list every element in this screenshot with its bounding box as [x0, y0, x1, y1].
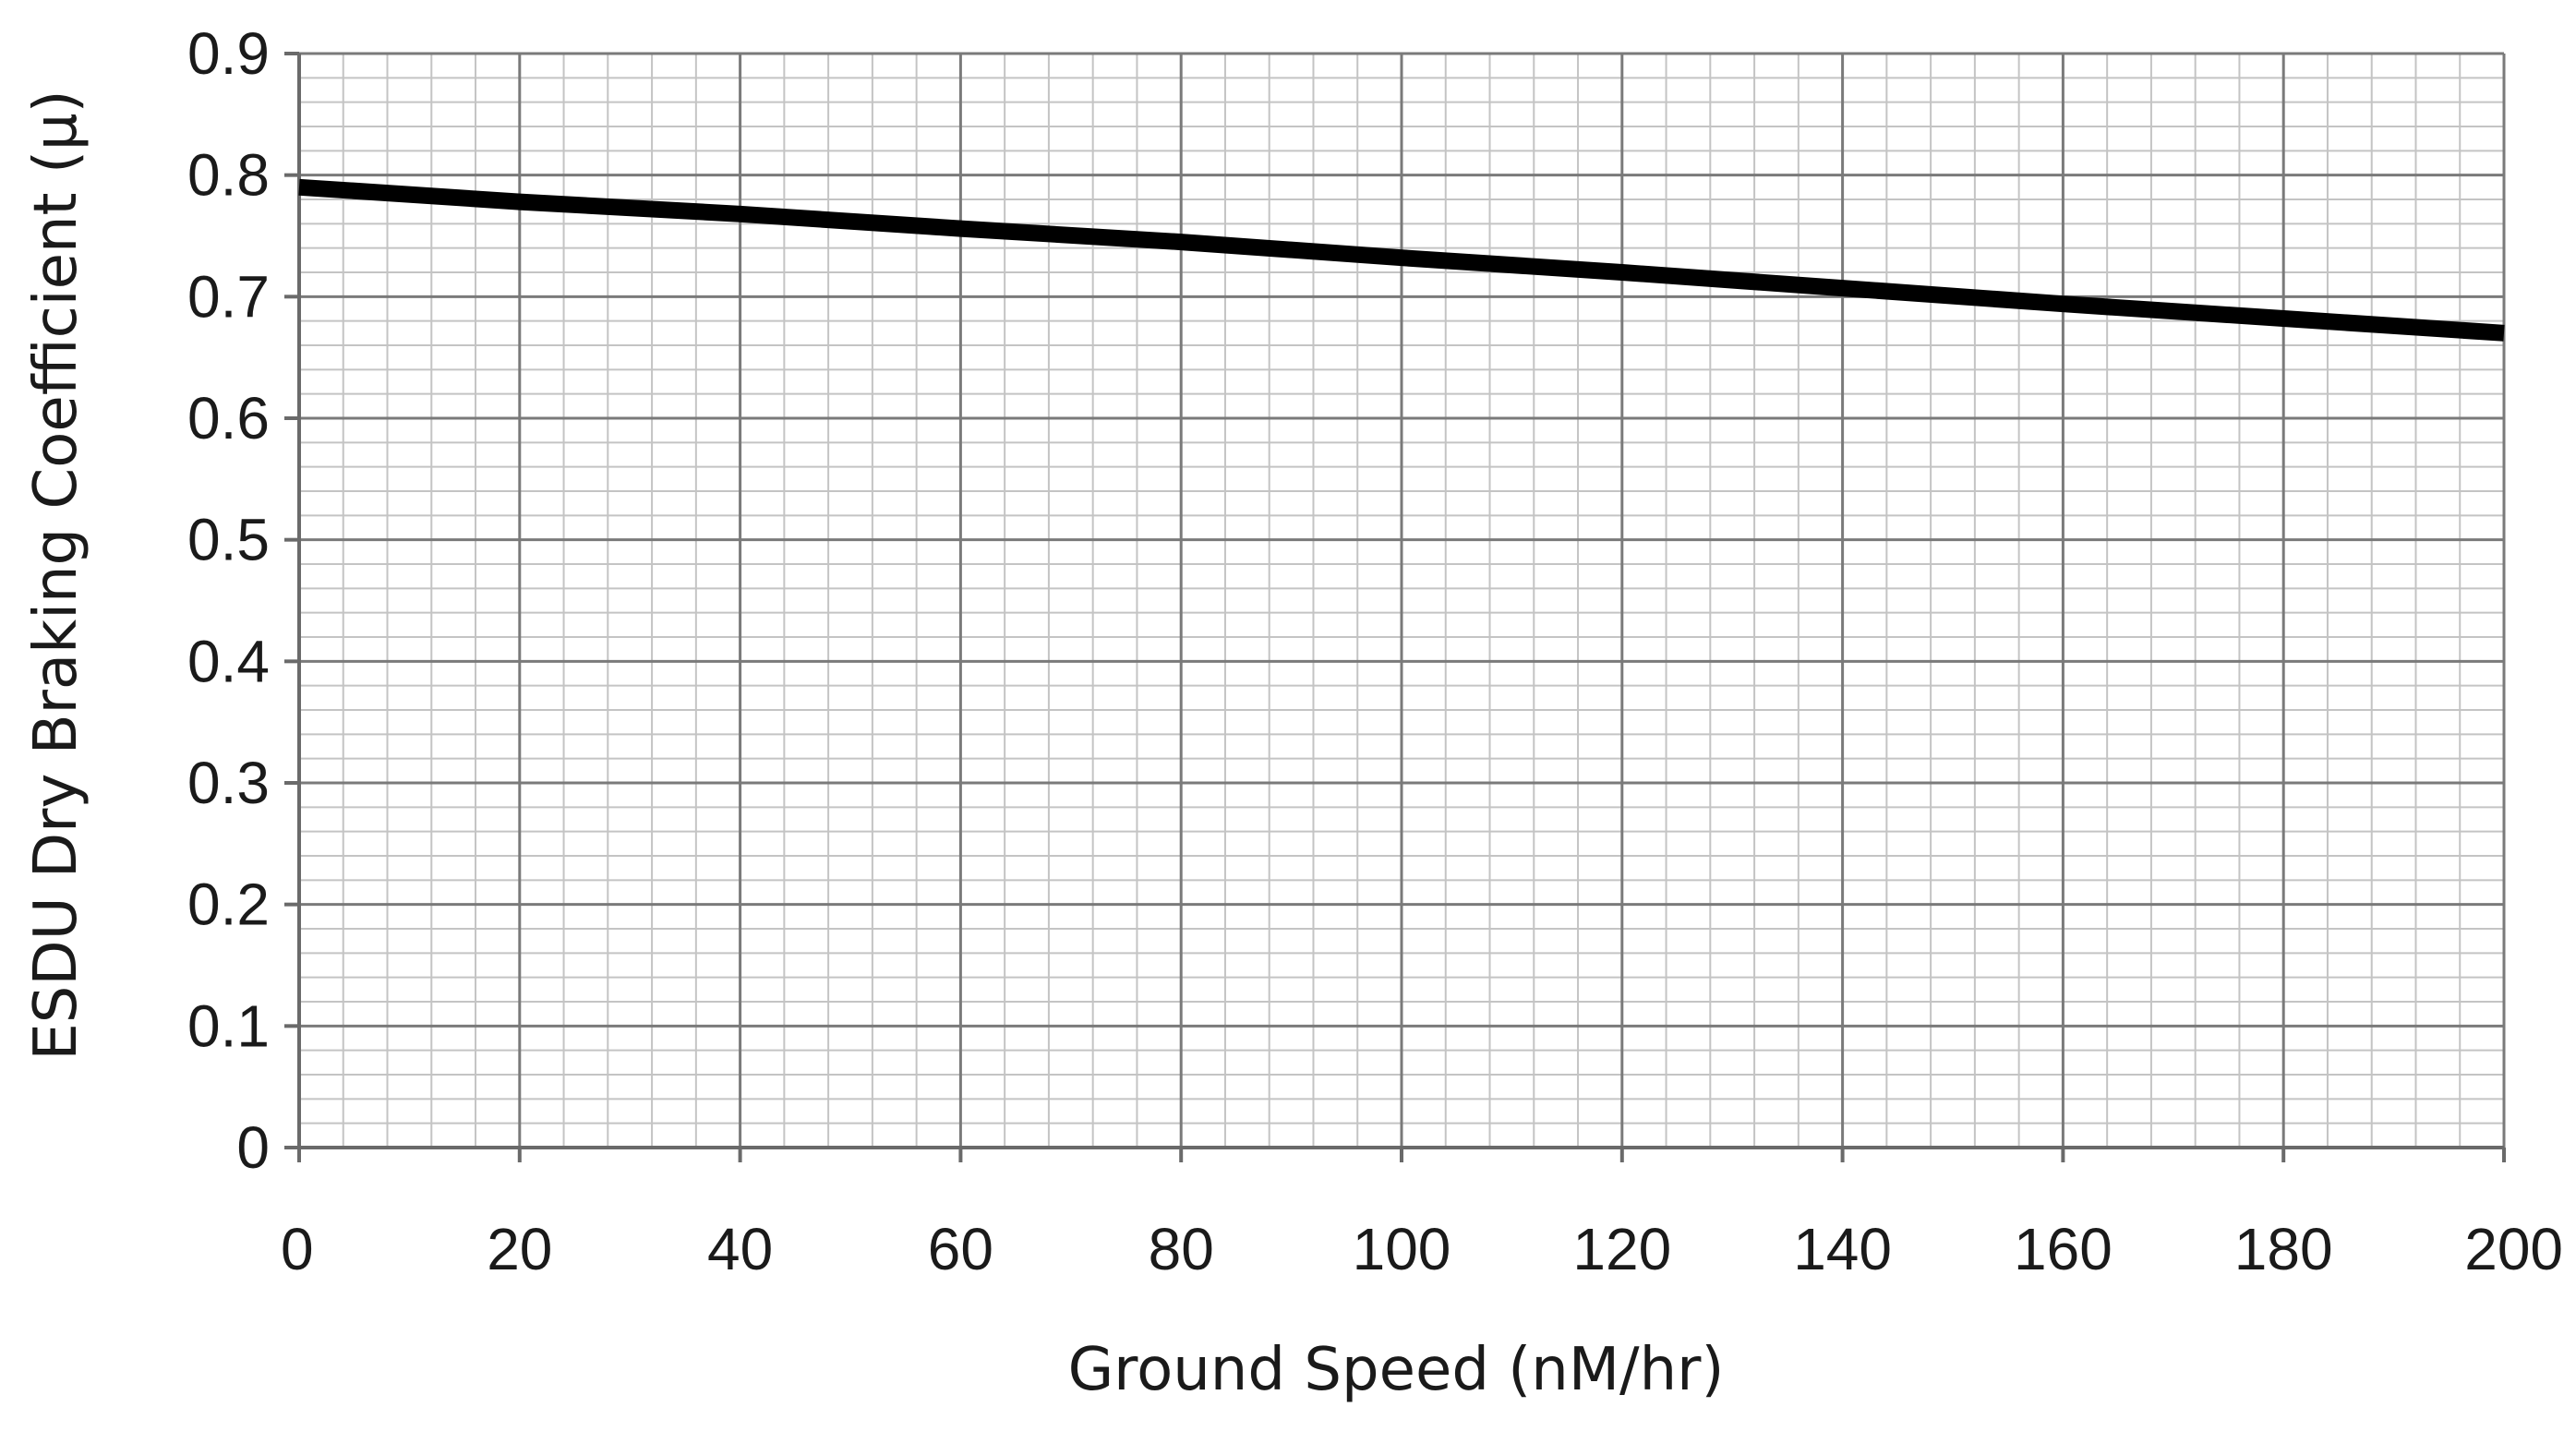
series-line — [298, 178, 2505, 342]
x-axis-title: Ground Speed (nM/hr) — [1068, 1336, 1725, 1404]
x-tick-label: 200 — [2464, 1216, 2563, 1282]
y-tick-labels: 0 0.1 0.2 0.3 0.4 0.5 0.6 0.7 0.8 0.9 — [187, 20, 270, 1181]
x-tick-label: 20 — [487, 1216, 552, 1282]
x-tick-labels: 0 20 40 60 80 100 120 140 160 180 200 — [281, 1216, 2563, 1282]
x-tick-label: 40 — [707, 1216, 773, 1282]
x-tick-label: 80 — [1149, 1216, 1214, 1282]
y-tick-label: 0.5 — [187, 507, 270, 573]
x-tick-label: 0 — [281, 1216, 314, 1282]
y-tick-label: 0.1 — [187, 992, 270, 1059]
y-tick-label: 0.6 — [187, 385, 270, 451]
x-tick-label: 160 — [2014, 1216, 2113, 1282]
x-tick-label: 100 — [1353, 1216, 1451, 1282]
y-tick-label: 0.9 — [187, 20, 270, 87]
y-tick-label: 0.3 — [187, 750, 270, 816]
y-tick-label: 0.2 — [187, 872, 270, 938]
y-axis-title: ESDU Dry Braking Coefficient (μ) — [22, 90, 90, 1060]
y-tick-label: 0.7 — [187, 263, 270, 330]
x-tick-label: 180 — [2234, 1216, 2333, 1282]
x-tick-label: 140 — [1793, 1216, 1892, 1282]
y-tick-label: 0.8 — [187, 142, 270, 209]
x-tick-label: 60 — [928, 1216, 993, 1282]
y-tick-label: 0.4 — [187, 628, 270, 694]
series-layer — [298, 178, 2505, 342]
major-grid — [297, 52, 2506, 1149]
x-tick-label: 120 — [1572, 1216, 1671, 1282]
y-tick-label: 0 — [236, 1114, 270, 1181]
axes — [284, 52, 2506, 1162]
